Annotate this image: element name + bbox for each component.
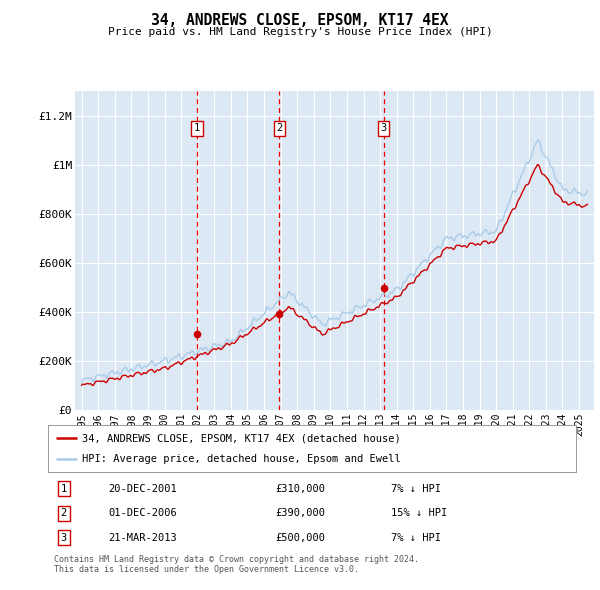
Text: 2: 2 bbox=[61, 509, 67, 518]
Text: 7% ↓ HPI: 7% ↓ HPI bbox=[391, 533, 441, 543]
Text: 34, ANDREWS CLOSE, EPSOM, KT17 4EX (detached house): 34, ANDREWS CLOSE, EPSOM, KT17 4EX (deta… bbox=[82, 433, 401, 443]
Text: 2: 2 bbox=[276, 123, 283, 133]
Text: Price paid vs. HM Land Registry's House Price Index (HPI): Price paid vs. HM Land Registry's House … bbox=[107, 27, 493, 37]
Text: 1: 1 bbox=[194, 123, 200, 133]
Text: 01-DEC-2006: 01-DEC-2006 bbox=[109, 509, 178, 518]
Text: £390,000: £390,000 bbox=[275, 509, 325, 518]
Text: 21-MAR-2013: 21-MAR-2013 bbox=[109, 533, 178, 543]
Text: 3: 3 bbox=[61, 533, 67, 543]
Text: 7% ↓ HPI: 7% ↓ HPI bbox=[391, 484, 441, 494]
Text: 34, ANDREWS CLOSE, EPSOM, KT17 4EX: 34, ANDREWS CLOSE, EPSOM, KT17 4EX bbox=[151, 13, 449, 28]
Text: 3: 3 bbox=[380, 123, 387, 133]
Text: Contains HM Land Registry data © Crown copyright and database right 2024.
This d: Contains HM Land Registry data © Crown c… bbox=[54, 555, 419, 574]
Text: £310,000: £310,000 bbox=[275, 484, 325, 494]
Text: 20-DEC-2001: 20-DEC-2001 bbox=[109, 484, 178, 494]
Text: 15% ↓ HPI: 15% ↓ HPI bbox=[391, 509, 448, 518]
Text: HPI: Average price, detached house, Epsom and Ewell: HPI: Average price, detached house, Epso… bbox=[82, 454, 401, 464]
Text: 1: 1 bbox=[61, 484, 67, 494]
Text: £500,000: £500,000 bbox=[275, 533, 325, 543]
